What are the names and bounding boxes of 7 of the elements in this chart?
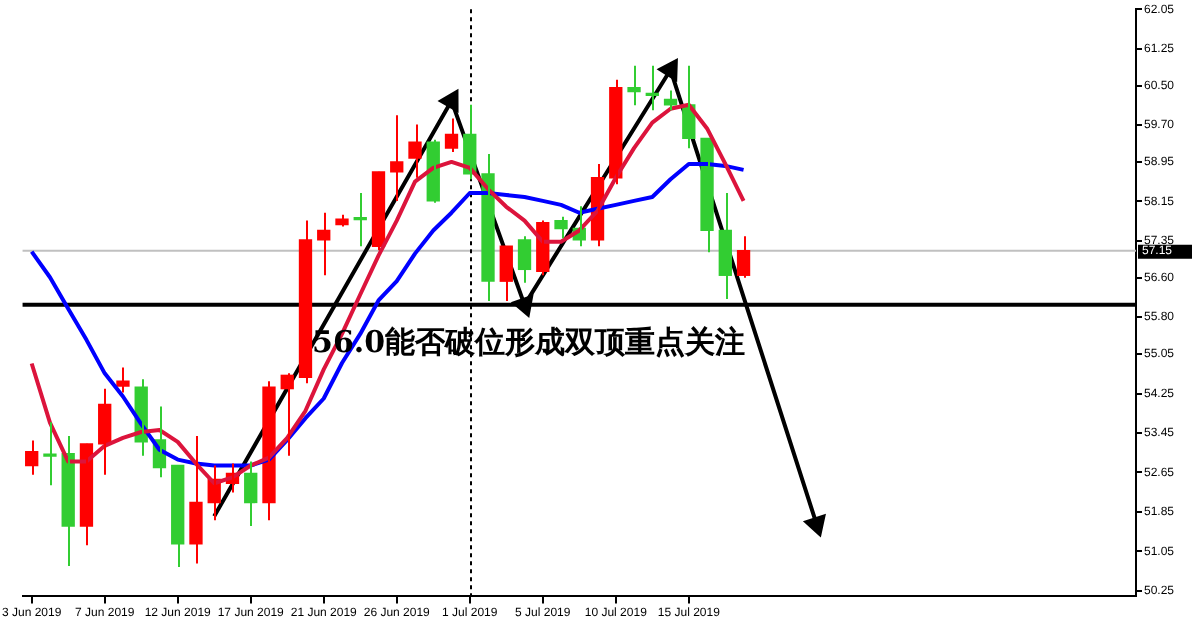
candlestick xyxy=(335,213,349,228)
point xyxy=(439,90,459,112)
point xyxy=(804,514,826,536)
candlestick xyxy=(189,434,203,565)
point xyxy=(512,295,533,317)
point xyxy=(658,59,678,81)
candlestick xyxy=(43,421,57,487)
